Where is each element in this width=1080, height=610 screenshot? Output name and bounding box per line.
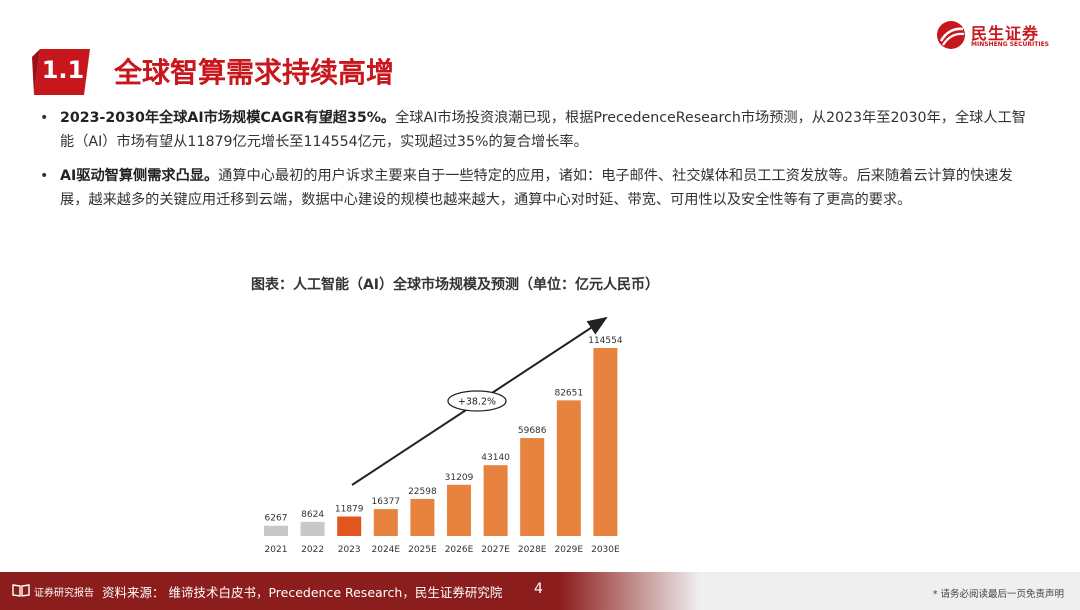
data-label-2027E: 43140: [481, 453, 510, 463]
bullet-text: 全球AI市场投资浪潮已现，根据PrecedenceResearch市场预测，从2…: [60, 110, 1026, 150]
data-label-2028E: 59686: [518, 426, 547, 436]
x-tick-label-2027E: 2027E: [481, 545, 510, 555]
data-label-2029E: 82651: [554, 388, 583, 398]
bar-2025E: [410, 498, 435, 536]
bar-chart: +38.2% 6267 2021 8624 2022 11879 2023 16377 202…: [264, 316, 623, 555]
x-tick-label-2028E: 2028E: [518, 545, 547, 555]
brand-logo-icon: [937, 21, 965, 49]
footer-source: 资料来源： 维谛技术白皮书，Precedence Research，民生证券研究…: [102, 585, 503, 600]
bar-2023: [337, 516, 362, 536]
bullet-item: • 2023-2030年全球AI市场规模CAGR有望超35%。全球AI市场投资浪…: [40, 106, 1040, 154]
data-label-2024E: 16377: [371, 497, 400, 507]
x-tick-label-2024E: 2024E: [372, 545, 401, 555]
section-number-badge: [32, 49, 90, 95]
bar-2022: [300, 521, 325, 536]
footer: 证券研究报告 资料来源： 维谛技术白皮书，Precedence Research…: [0, 572, 1080, 610]
data-label-2030E: 114554: [588, 336, 623, 346]
brand-name-en: MINSHENG SECURITIES: [971, 41, 1049, 48]
x-tick-label-2026E: 2026E: [445, 545, 474, 555]
section-number: 1.1: [41, 56, 85, 84]
x-tick-label-2029E: 2029E: [555, 545, 584, 555]
brand-logo: 民生证券 MINSHENG SECURITIES: [936, 20, 1056, 52]
bar-2029E: [556, 400, 581, 536]
data-label-2021: 6267: [265, 514, 288, 524]
footer-brand: 证券研究报告: [34, 588, 94, 599]
bullet-text: 通算中心最初的用户诉求主要来自于一些特定的应用，诸如：电子邮件、社交媒体和员工工…: [60, 168, 1013, 208]
bar-2030E: [593, 348, 618, 536]
data-label-2023: 11879: [335, 505, 364, 515]
footer-disclaimer: * 请务必阅读最后一页免责声明: [932, 589, 1064, 600]
x-tick-label-2023: 2023: [338, 545, 361, 555]
x-tick-label-2022: 2022: [301, 545, 324, 555]
page-number: 4: [534, 581, 543, 597]
bar-2027E: [483, 465, 508, 536]
bar-2028E: [520, 438, 545, 536]
bar-2026E: [447, 484, 471, 536]
x-tick-label-2025E: 2025E: [408, 545, 437, 555]
x-tick-label-2021: 2021: [265, 545, 288, 555]
bullet-list: • 2023-2030年全球AI市场规模CAGR有望超35%。全球AI市场投资浪…: [40, 106, 1040, 222]
bar-2024E: [373, 509, 398, 536]
book-icon: [12, 584, 30, 597]
growth-annotation: +38.2%: [447, 390, 507, 412]
data-label-2022: 8624: [301, 510, 324, 520]
bullet-item: • AI驱动智算侧需求凸显。通算中心最初的用户诉求主要来自于一些特定的应用，诸如…: [40, 164, 1040, 212]
section-title: 全球智算需求持续高增: [114, 56, 395, 89]
chart-title: 图表：人工智能（AI）全球市场规模及预测（单位：亿元人民币）: [250, 277, 660, 293]
bullet-dot-icon: •: [40, 110, 49, 126]
bullet-heading: AI驱动智算侧需求凸显。: [60, 168, 219, 184]
bullet-dot-icon: •: [40, 168, 49, 184]
bar-2021: [264, 525, 288, 536]
data-label-2026E: 31209: [445, 473, 474, 483]
x-tick-label-2030E: 2030E: [591, 545, 620, 555]
brand-name-cn: 民生证券: [971, 24, 1040, 43]
data-label-2025E: 22598: [408, 487, 437, 497]
growth-annotation-label: +38.2%: [458, 397, 496, 408]
bullet-heading: 2023-2030年全球AI市场规模CAGR有望超35%。: [60, 110, 396, 126]
